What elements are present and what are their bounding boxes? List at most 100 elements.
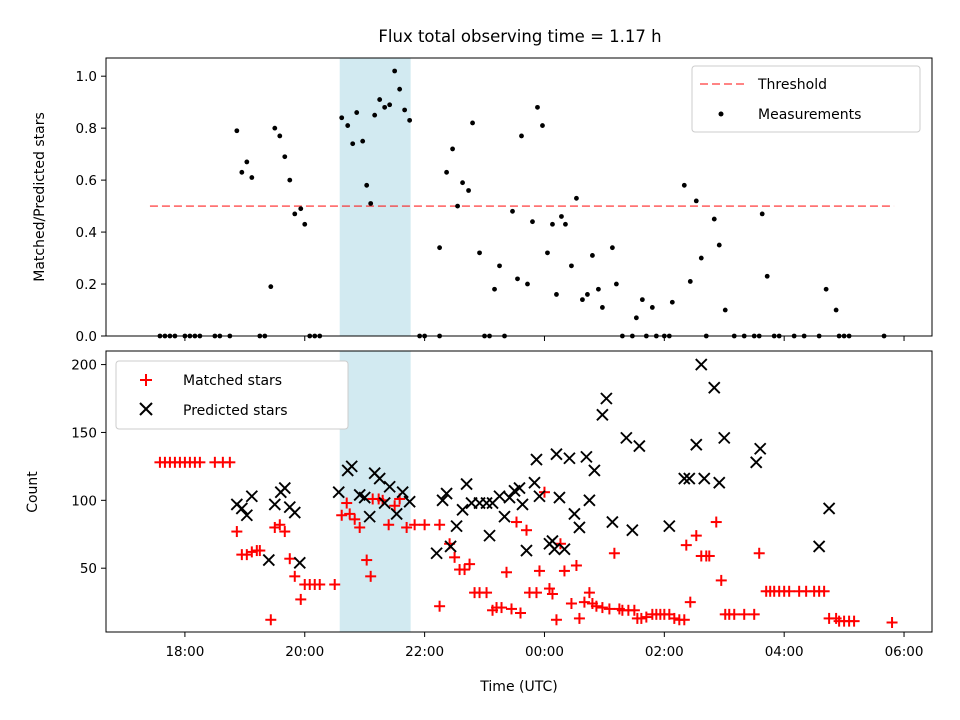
x-tick-label: 00:00 — [525, 644, 564, 660]
predicted-star-marker — [568, 507, 581, 521]
top-y-tick-label: 0.6 — [76, 173, 97, 189]
measurement-point — [287, 177, 293, 183]
matched-star-marker — [703, 550, 715, 562]
matched-stars-series — [154, 456, 898, 628]
top-legend-box — [691, 65, 921, 133]
bottom-y-tick-label: 200 — [71, 358, 97, 374]
matched-star-marker — [506, 603, 518, 615]
predicted-star-marker — [718, 431, 731, 445]
measurement-point — [244, 159, 250, 165]
predicted-star-marker — [708, 381, 721, 394]
matched-star-marker — [783, 585, 795, 597]
predicted-star-marker — [550, 447, 563, 461]
predicted-star-marker — [530, 453, 543, 466]
legend-predicted-label: Predicted stars — [183, 403, 288, 419]
legend-measurements-label: Measurements — [758, 107, 861, 123]
matched-star-marker — [590, 600, 602, 612]
x-tick-label: 04:00 — [765, 644, 804, 660]
matched-star-marker — [668, 612, 680, 624]
predicted-star-marker — [345, 460, 358, 473]
measurement-point — [554, 292, 559, 297]
predicted-star-marker — [516, 498, 529, 511]
x-tick-label: 20:00 — [285, 644, 324, 660]
matched-star-marker — [596, 602, 608, 614]
predicted-star-marker — [440, 487, 453, 500]
matched-star-marker — [680, 539, 692, 551]
matched-star-marker — [603, 603, 615, 615]
predicted-stars-series — [230, 358, 836, 569]
matched-star-marker — [354, 521, 366, 533]
measurement-point — [372, 112, 378, 118]
top-highlight-span — [339, 58, 411, 336]
predicted-star-marker — [678, 472, 691, 485]
matched-star-marker — [565, 597, 577, 609]
matched-star-marker — [678, 614, 690, 626]
measurement-point — [596, 286, 601, 292]
matched-star-marker — [365, 570, 377, 582]
top-panel: 0.0 0.2 0.4 0.6 0.8 1.0 Matched/Predicted sta… — [32, 57, 933, 345]
predicted-star-marker — [683, 472, 696, 485]
measurement-point — [492, 286, 497, 292]
top-y-tick-label: 0.4 — [76, 225, 97, 241]
measurement-point — [382, 104, 388, 110]
measurement-point — [282, 154, 288, 160]
matched-star-marker — [573, 612, 585, 624]
measurement-point — [497, 263, 502, 269]
measurement-point — [387, 102, 393, 108]
matched-star-marker — [533, 565, 545, 577]
measurement-point — [292, 211, 298, 217]
measurement-point — [368, 201, 374, 206]
predicted-star-marker — [493, 490, 506, 503]
legend-matched-label: Matched stars — [183, 373, 282, 389]
legend-threshold-label: Threshold — [757, 77, 827, 93]
predicted-star-marker — [390, 507, 403, 521]
matched-star-marker — [728, 608, 740, 620]
x-tick-label: 06:00 — [885, 644, 924, 660]
predicted-star-marker — [498, 510, 511, 523]
predicted-star-marker — [436, 494, 449, 507]
measurement-point — [722, 307, 728, 313]
matched-star-marker — [753, 547, 765, 559]
matched-star-marker — [848, 615, 860, 627]
measurement-point — [234, 128, 240, 134]
matched-star-marker — [449, 551, 461, 563]
matched-star-marker — [409, 519, 421, 531]
measurement-point — [540, 123, 545, 128]
predicted-star-marker — [403, 495, 416, 508]
predicted-star-marker — [750, 456, 763, 469]
matched-star-marker — [274, 519, 286, 531]
matched-star-marker — [570, 559, 582, 571]
x-tick-label: 02:00 — [645, 644, 684, 660]
predicted-star-marker — [633, 439, 646, 453]
top-measurements — [157, 68, 887, 339]
measurement-point — [525, 281, 530, 287]
measurement-point — [407, 117, 413, 123]
bottom-y-tick-label: 150 — [71, 425, 97, 441]
predicted-star-marker — [558, 543, 571, 556]
matched-star-marker — [314, 578, 326, 590]
predicted-star-marker — [288, 506, 301, 519]
matched-star-marker — [459, 564, 471, 576]
predicted-star-marker — [626, 524, 639, 537]
matched-star-marker — [344, 508, 356, 520]
matched-star-marker — [684, 596, 696, 608]
measurement-point — [477, 250, 482, 256]
bottom-highlight-span — [339, 351, 411, 632]
legend-measurements-swatch — [718, 111, 724, 117]
matched-star-marker — [284, 553, 296, 565]
matched-star-marker — [710, 516, 722, 528]
matched-star-marker — [295, 593, 307, 605]
matched-star-marker — [434, 519, 446, 531]
measurement-point — [681, 182, 687, 188]
predicted-star-marker — [235, 502, 249, 515]
matched-star-marker — [554, 538, 566, 550]
top-y-axis: 0.0 0.2 0.4 0.6 0.8 1.0 — [76, 69, 106, 345]
measurement-point — [272, 125, 278, 131]
measurement-point — [580, 297, 585, 303]
bottom-x-axis: 18:00 20:00 22:00 00:00 02:00 04:00 06:00 — [165, 632, 923, 660]
predicted-star-marker — [513, 481, 526, 495]
matched-star-marker — [389, 500, 401, 512]
matched-star-marker — [546, 588, 558, 600]
measurement-point — [613, 281, 619, 287]
measurement-point — [559, 214, 564, 219]
